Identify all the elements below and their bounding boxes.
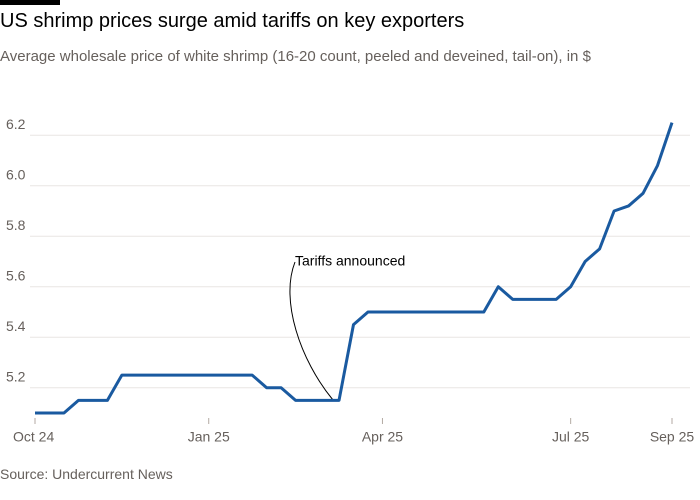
- y-tick-label: 5.6: [6, 267, 26, 283]
- y-tick-label: 5.2: [6, 368, 26, 384]
- y-tick-label: 6.0: [6, 166, 26, 182]
- y-tick-label: 5.4: [6, 318, 26, 334]
- x-tick-label: Sep 25: [650, 429, 695, 445]
- y-tick-label: 6.2: [6, 116, 26, 132]
- x-tick-label: Jan 25: [188, 429, 230, 445]
- source: Source: Undercurrent News: [0, 466, 173, 482]
- x-tick-label: Jul 25: [552, 429, 590, 445]
- x-tick-label: Apr 25: [362, 429, 403, 445]
- annotation-connector: [289, 261, 334, 401]
- chart-title: US shrimp prices surge amid tariffs on k…: [0, 10, 465, 32]
- annotation: Tariffs announced: [295, 253, 405, 269]
- y-tick-label: 5.8: [6, 217, 26, 233]
- price-line: [35, 122, 674, 415]
- x-tick-label: Oct 24: [13, 429, 54, 445]
- chart-subtitle: Average wholesale price of white shrimp …: [0, 48, 591, 65]
- brand-bar: [0, 0, 60, 5]
